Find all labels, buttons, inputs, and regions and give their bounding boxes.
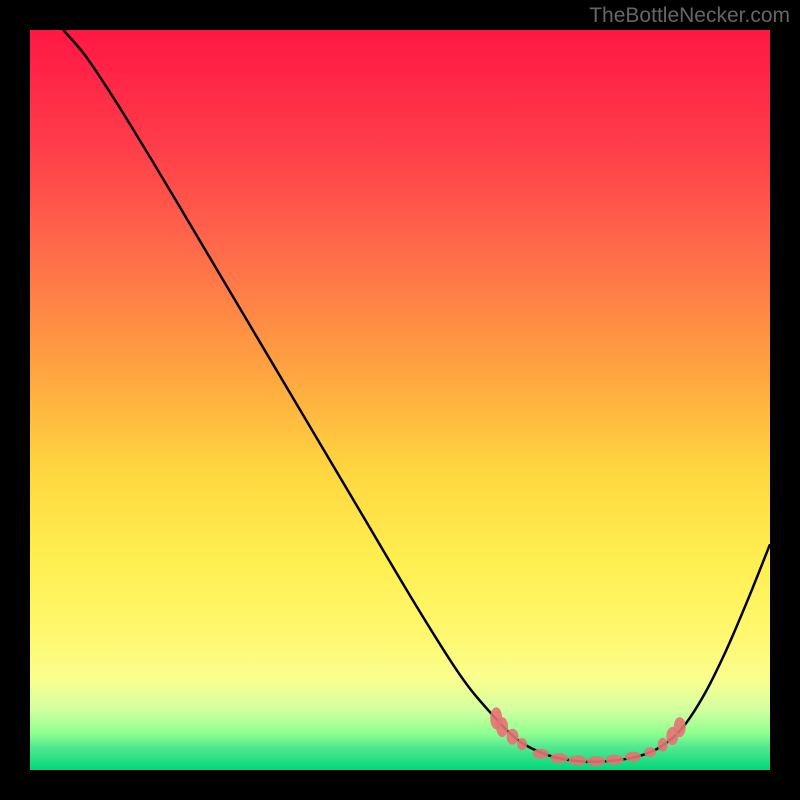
curve-marker (550, 753, 568, 763)
bottleneck-curve (63, 30, 770, 762)
curve-marker (569, 755, 587, 765)
curve-marker (496, 717, 508, 737)
curve-marker (644, 747, 656, 757)
curve-markers (490, 707, 686, 766)
curve-marker (587, 756, 605, 766)
curve-marker (674, 717, 686, 737)
chart-container (30, 30, 770, 770)
curve-marker (533, 749, 549, 759)
curve-marker (517, 738, 527, 750)
chart-overlay (30, 30, 770, 770)
curve-marker (658, 738, 668, 752)
curve-marker (606, 755, 624, 765)
watermark-text: TheBottleNecker.com (589, 4, 790, 28)
curve-marker (506, 729, 518, 745)
curve-marker (625, 752, 641, 762)
